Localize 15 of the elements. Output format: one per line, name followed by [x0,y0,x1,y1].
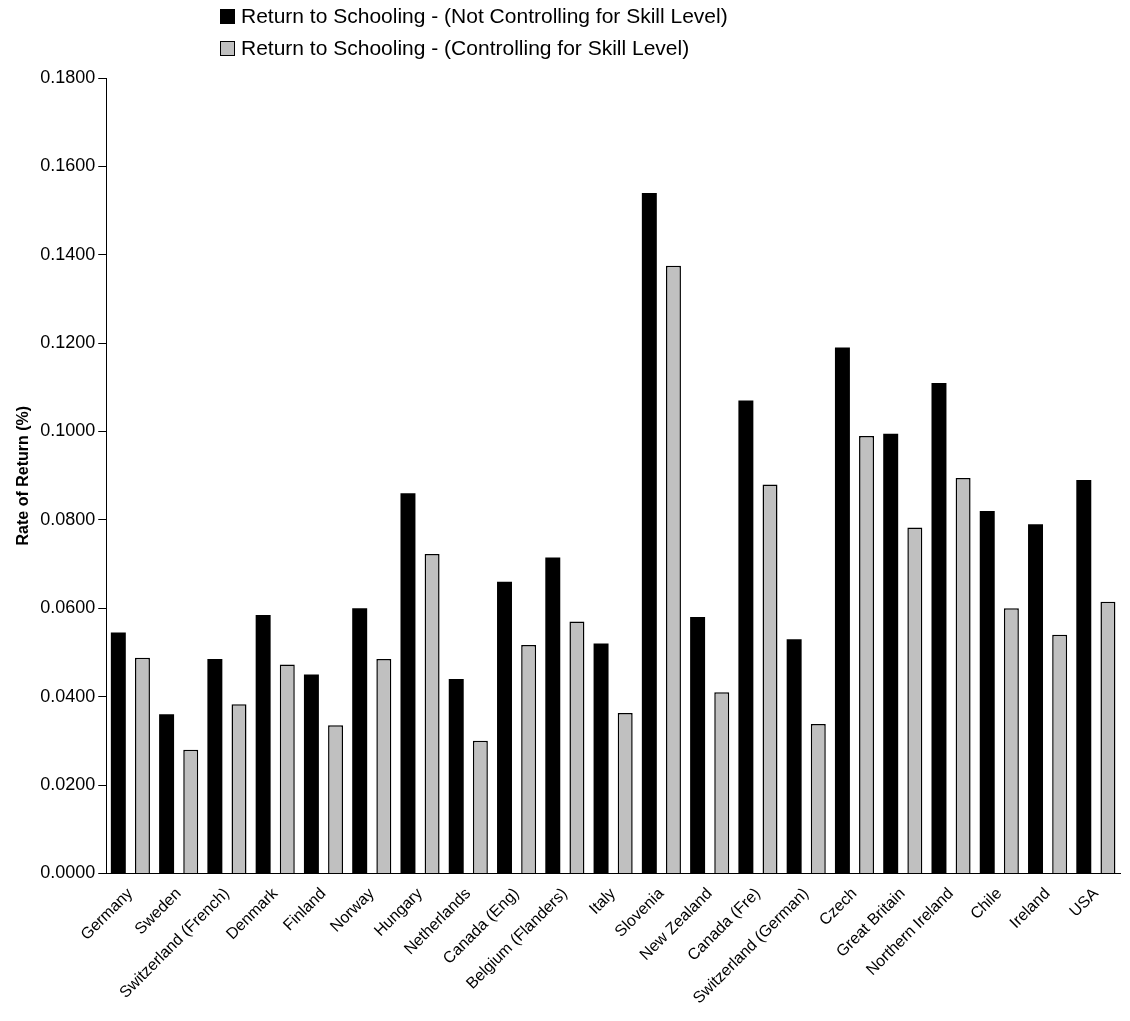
x-tick-label: Italy [585,884,619,918]
y-tick-label: 0.0400 [40,685,96,706]
y-tick-label: 0.1600 [40,155,96,176]
y-tick-label: 0.1400 [40,243,96,264]
y-tick-label: 0.1000 [40,420,96,441]
legend-label: Return to Schooling - (Not Controlling for Skill Level) [241,3,728,29]
y-tick-label: 0.0200 [40,773,96,794]
y-tick-label: 0.0800 [40,508,96,529]
y-tick-label: 0.0600 [40,597,96,618]
y-tick-label: 0.1200 [40,332,96,353]
x-tick-label: USA [1065,884,1102,920]
y-tick-label: 0.1800 [40,66,96,87]
y-axis-title: Rate of Return (%) [14,405,32,546]
y-tick-label: 0.0000 [40,862,96,883]
legend-label: Return to Schooling - (Controlling for Skill Level) [241,35,690,61]
